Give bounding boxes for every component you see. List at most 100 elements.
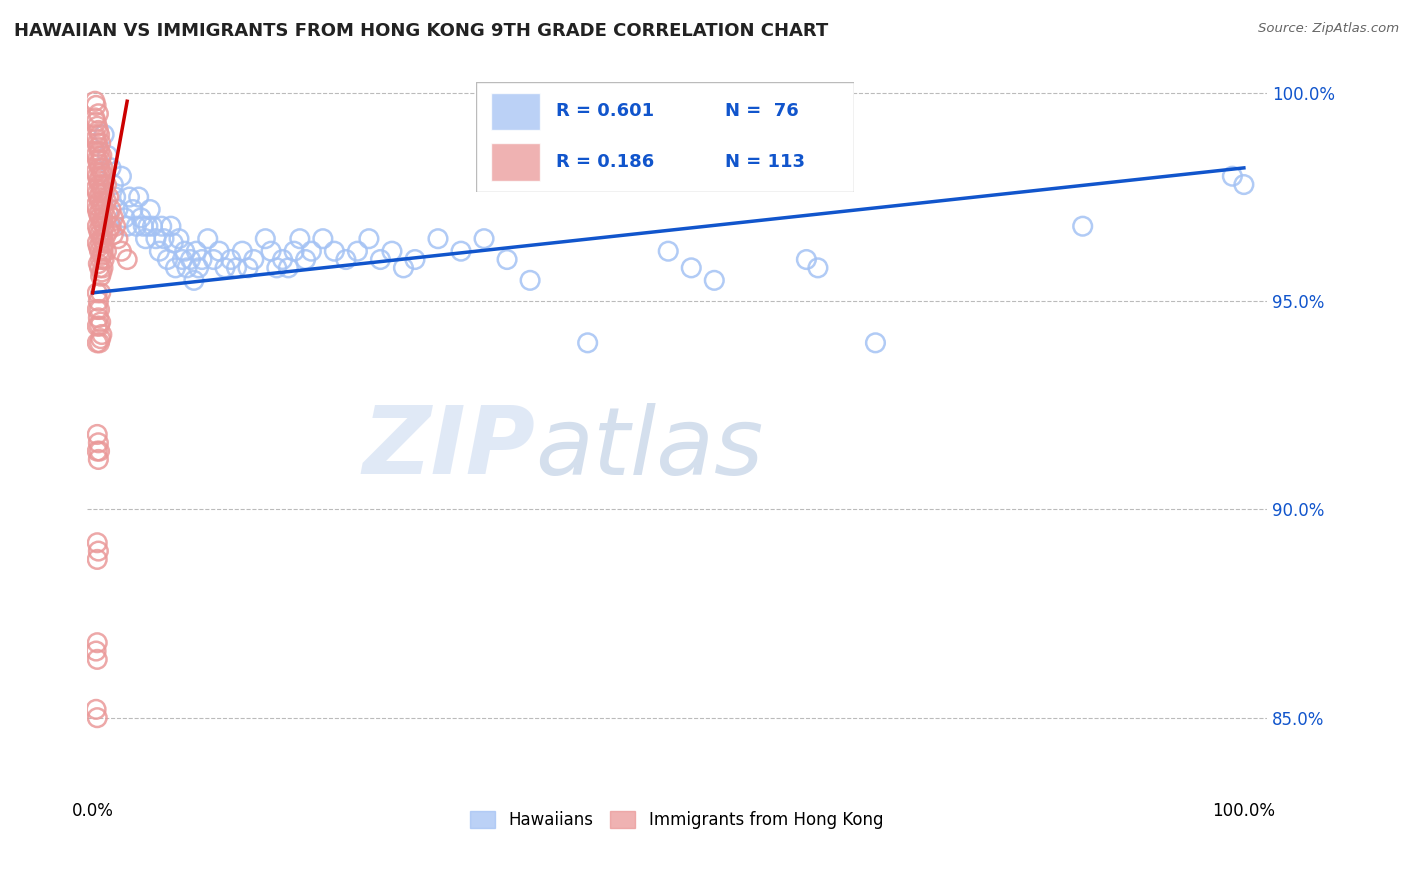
Point — [128, 190, 150, 204]
Point — [283, 244, 305, 259]
Point — [89, 444, 111, 458]
Point — [93, 169, 115, 184]
Point — [84, 132, 107, 146]
Text: atlas: atlas — [536, 402, 763, 493]
Point — [1222, 169, 1244, 184]
Point — [96, 194, 118, 209]
Point — [148, 244, 170, 259]
Point — [100, 219, 122, 234]
Point — [254, 232, 277, 246]
Point — [84, 644, 107, 658]
Point — [208, 244, 231, 259]
Point — [89, 145, 111, 159]
Point — [91, 178, 114, 192]
Point — [110, 169, 132, 184]
Point — [90, 202, 112, 217]
Point — [90, 315, 112, 329]
Point — [89, 319, 111, 334]
Point — [89, 260, 111, 275]
Point — [167, 232, 190, 246]
Point — [115, 219, 138, 234]
Point — [335, 252, 357, 267]
Point — [703, 273, 725, 287]
Point — [657, 244, 679, 259]
Point — [86, 153, 108, 167]
Point — [86, 552, 108, 566]
Point — [84, 148, 107, 162]
Point — [87, 223, 110, 237]
Point — [84, 182, 107, 196]
Point — [87, 107, 110, 121]
Point — [141, 219, 163, 234]
Point — [160, 219, 183, 234]
Point — [86, 335, 108, 350]
Point — [231, 244, 253, 259]
Point — [153, 232, 176, 246]
Point — [86, 319, 108, 334]
Point — [865, 335, 887, 350]
Point — [87, 173, 110, 187]
Point — [139, 202, 162, 217]
Point — [392, 260, 415, 275]
Point — [172, 252, 194, 267]
Point — [312, 232, 335, 246]
Point — [96, 244, 118, 259]
Point — [271, 252, 294, 267]
Point — [90, 252, 112, 267]
Point — [84, 95, 107, 109]
Point — [427, 232, 450, 246]
Point — [90, 136, 112, 150]
Point — [86, 136, 108, 150]
Point — [84, 145, 107, 159]
Point — [86, 285, 108, 300]
Point — [100, 161, 122, 175]
Point — [86, 186, 108, 200]
Point — [97, 148, 120, 162]
Point — [214, 260, 236, 275]
Point — [87, 240, 110, 254]
Point — [118, 190, 141, 204]
Point — [93, 202, 115, 217]
Point — [90, 148, 112, 162]
Point — [87, 190, 110, 204]
Point — [96, 178, 118, 192]
Point — [90, 235, 112, 250]
Point — [202, 252, 225, 267]
Point — [86, 169, 108, 184]
Point — [173, 244, 195, 259]
Point — [90, 186, 112, 200]
Point — [129, 211, 152, 225]
Point — [187, 260, 209, 275]
Point — [91, 161, 114, 175]
Point — [357, 232, 380, 246]
Point — [90, 182, 112, 196]
Point — [176, 260, 198, 275]
Point — [145, 232, 167, 246]
Point — [87, 207, 110, 221]
Point — [156, 252, 179, 267]
Point — [91, 194, 114, 209]
Point — [86, 202, 108, 217]
Point — [89, 227, 111, 242]
Point — [136, 219, 159, 234]
Point — [87, 123, 110, 137]
Point — [681, 260, 703, 275]
Point — [90, 153, 112, 167]
Point — [90, 248, 112, 262]
Point — [103, 178, 125, 192]
Point — [84, 115, 107, 129]
Point — [90, 169, 112, 184]
Point — [93, 186, 115, 200]
Point — [294, 252, 316, 267]
Point — [87, 544, 110, 558]
Point — [87, 435, 110, 450]
Point — [91, 211, 114, 225]
Point — [86, 652, 108, 666]
Point — [96, 227, 118, 242]
Point — [266, 260, 288, 275]
Point — [90, 332, 112, 346]
Point — [86, 219, 108, 234]
Point — [93, 252, 115, 267]
Point — [115, 252, 138, 267]
Point — [125, 219, 148, 234]
